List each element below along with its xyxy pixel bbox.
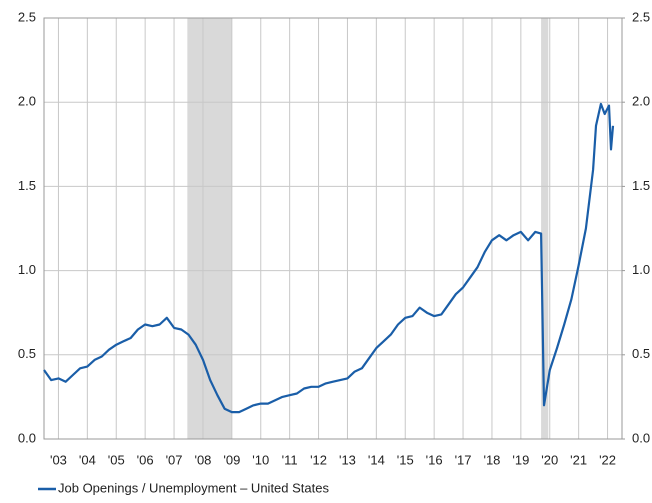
- y2-tick-label: 2.5: [632, 9, 650, 24]
- series-line: [43, 102, 615, 414]
- x-tick-label: '15: [397, 452, 414, 467]
- legend-label: Job Openings / Unemployment – United Sta…: [58, 480, 329, 495]
- y2-tick-label: 0.0: [632, 430, 650, 445]
- y2-tick-label: 1.5: [632, 178, 650, 193]
- x-tick-label: '05: [108, 452, 125, 467]
- shaded-span: [187, 18, 232, 439]
- y-tick-label: 0.0: [18, 430, 36, 445]
- plot-frame: [43, 17, 623, 440]
- x-tick-label: '04: [79, 452, 96, 467]
- x-tick-label: '18: [483, 452, 500, 467]
- y-tick-label: 1.5: [18, 178, 36, 193]
- shaded-span: [541, 18, 549, 439]
- x-tick-label: '07: [166, 452, 183, 467]
- y2-tick-label: 0.5: [632, 346, 650, 361]
- x-tick-label: '08: [194, 452, 211, 467]
- x-tick-label: '10: [252, 452, 269, 467]
- x-tick-label: '21: [570, 452, 587, 467]
- x-tick-label: '11: [282, 452, 298, 467]
- y-tick-label: 0.5: [18, 346, 36, 361]
- x-tick-label: '19: [512, 452, 529, 467]
- x-tick-label: '16: [426, 452, 443, 467]
- y2-tick-label: 1.0: [632, 262, 650, 277]
- x-tick-label: '06: [137, 452, 154, 467]
- x-tick-label: '13: [339, 452, 356, 467]
- y-tick-label: 2.0: [18, 94, 36, 109]
- x-tick-label: '17: [455, 452, 472, 467]
- x-tick-label: '03: [50, 452, 67, 467]
- x-tick-label: '20: [541, 452, 558, 467]
- y-tick-label: 2.5: [18, 9, 36, 24]
- y-tick-label: 1.0: [18, 262, 36, 277]
- x-tick-label: '09: [223, 452, 240, 467]
- x-tick-label: '22: [599, 452, 616, 467]
- y2-tick-label: 2.0: [632, 94, 650, 109]
- x-tick-label: '12: [310, 452, 327, 467]
- x-tick-label: '14: [368, 452, 385, 467]
